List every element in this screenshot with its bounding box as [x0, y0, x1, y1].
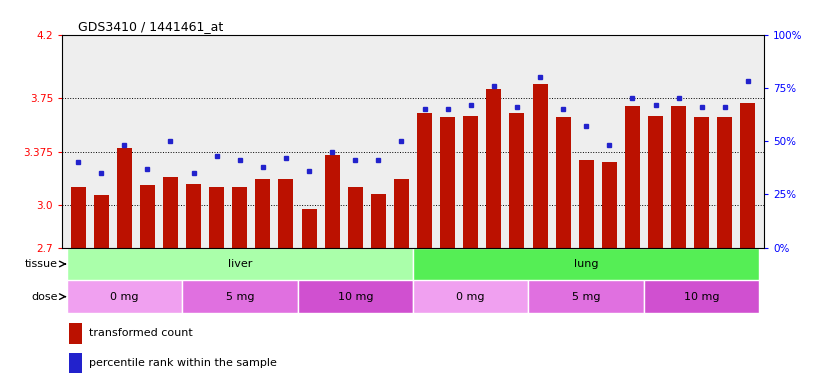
Bar	[297, 280, 413, 313]
Bar	[116, 148, 132, 248]
Text: GDS3410 / 1441461_at: GDS3410 / 1441461_at	[78, 20, 224, 33]
Bar	[209, 187, 224, 248]
Text: tissue: tissue	[25, 259, 58, 269]
Bar	[301, 209, 316, 248]
Bar	[140, 185, 155, 248]
Bar	[186, 184, 201, 248]
Bar	[413, 248, 759, 280]
Bar	[510, 113, 525, 248]
Bar	[556, 117, 571, 248]
Bar	[371, 194, 386, 248]
Bar	[325, 156, 339, 248]
Bar	[69, 353, 82, 373]
Bar	[644, 280, 759, 313]
Text: transformed count: transformed count	[88, 328, 192, 338]
Bar	[579, 160, 594, 248]
Text: liver: liver	[228, 259, 252, 269]
Bar	[440, 117, 455, 248]
Bar	[182, 280, 297, 313]
Text: 5 mg: 5 mg	[225, 291, 254, 302]
Bar	[413, 280, 529, 313]
Bar	[648, 116, 663, 248]
Bar	[417, 113, 432, 248]
Bar	[694, 117, 710, 248]
Text: 0 mg: 0 mg	[457, 291, 485, 302]
Bar	[70, 187, 86, 248]
Bar	[255, 179, 270, 248]
Text: 10 mg: 10 mg	[684, 291, 719, 302]
Text: percentile rank within the sample: percentile rank within the sample	[88, 358, 277, 368]
Bar	[394, 179, 409, 248]
Bar	[93, 195, 109, 248]
Bar	[348, 187, 363, 248]
Bar	[232, 187, 247, 248]
Bar	[602, 162, 617, 248]
Text: 10 mg: 10 mg	[338, 291, 373, 302]
Bar	[463, 116, 478, 248]
Bar	[278, 179, 293, 248]
Bar	[533, 84, 548, 248]
Bar	[671, 106, 686, 248]
Bar	[67, 280, 182, 313]
Text: 0 mg: 0 mg	[110, 291, 139, 302]
Bar	[717, 117, 733, 248]
Bar	[69, 323, 82, 344]
Bar	[529, 280, 644, 313]
Text: lung: lung	[574, 259, 599, 269]
Bar	[487, 89, 501, 248]
Text: dose: dose	[31, 291, 58, 302]
Bar	[163, 177, 178, 248]
Bar	[625, 106, 640, 248]
Text: 5 mg: 5 mg	[572, 291, 601, 302]
Bar	[740, 103, 756, 248]
Bar	[67, 248, 413, 280]
